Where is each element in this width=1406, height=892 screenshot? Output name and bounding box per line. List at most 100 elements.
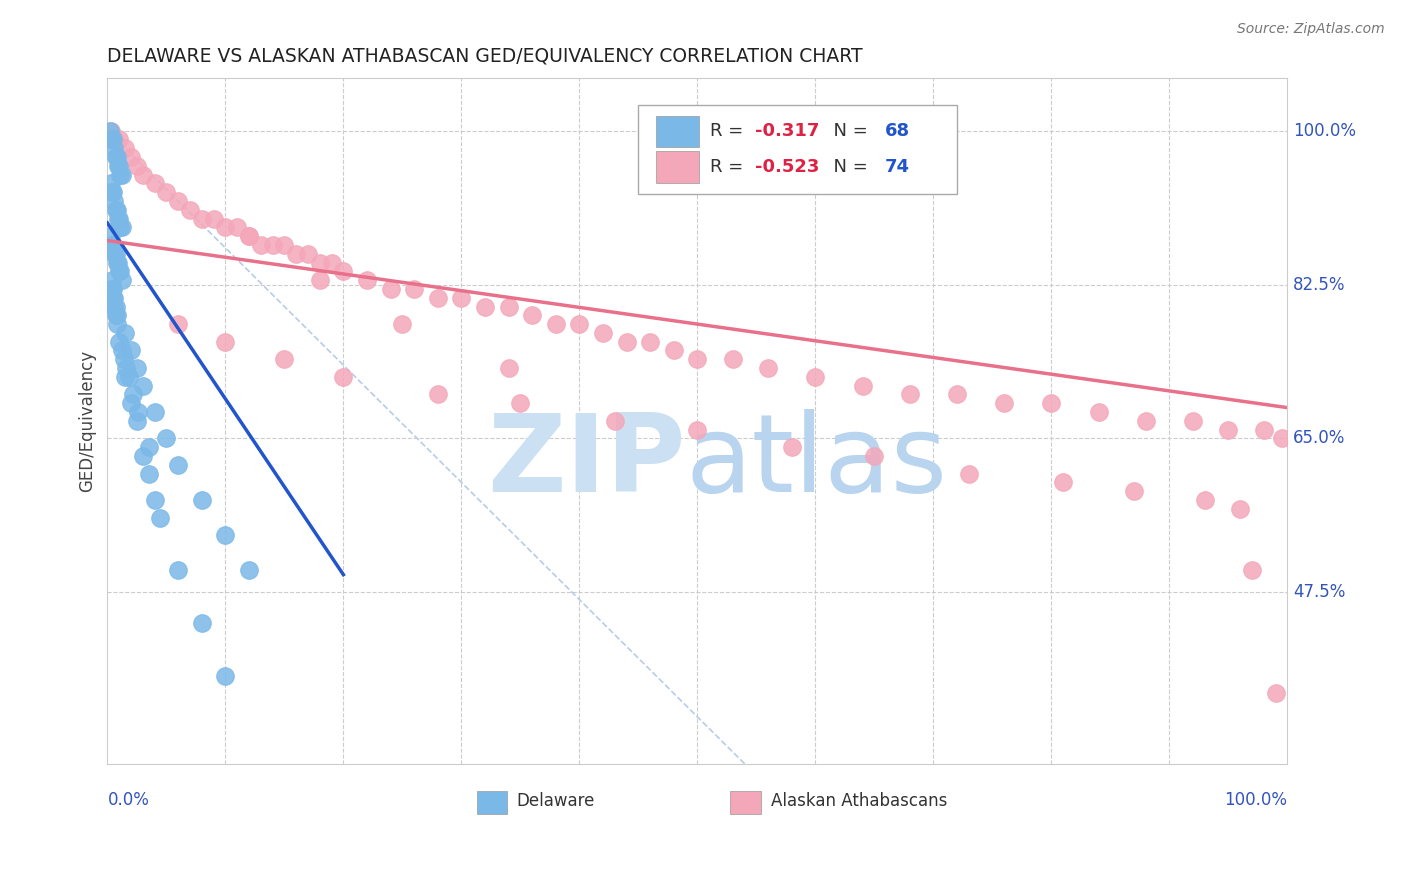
Point — [104, 308, 127, 322]
Text: ZIP: ZIP — [486, 409, 686, 515]
Point — [662, 343, 685, 358]
Point — [238, 229, 260, 244]
Point — [262, 238, 284, 252]
Point — [1264, 686, 1286, 700]
Point — [100, 132, 122, 146]
FancyBboxPatch shape — [731, 791, 761, 814]
Point — [103, 246, 125, 260]
Point — [108, 132, 131, 146]
Text: 68: 68 — [884, 122, 910, 140]
Point — [138, 440, 160, 454]
Point — [110, 264, 132, 278]
Point — [273, 352, 295, 367]
Text: 82.5%: 82.5% — [1294, 276, 1346, 293]
Point — [297, 246, 319, 260]
Point — [308, 273, 330, 287]
Point — [249, 238, 271, 252]
Text: 74: 74 — [884, 158, 910, 176]
Point — [426, 387, 449, 401]
Point — [756, 361, 779, 376]
Point — [122, 387, 145, 401]
Text: -0.317: -0.317 — [755, 122, 820, 140]
Point — [638, 334, 661, 349]
Point — [1218, 423, 1240, 437]
Point — [103, 238, 125, 252]
Point — [993, 396, 1015, 410]
Point — [238, 229, 260, 244]
Point — [1229, 501, 1251, 516]
Y-axis label: GED/Equivalency: GED/Equivalency — [79, 350, 96, 491]
Point — [1182, 414, 1205, 428]
Point — [804, 369, 827, 384]
Point — [101, 273, 124, 287]
Point — [404, 282, 426, 296]
Text: N =: N = — [823, 158, 875, 176]
Point — [115, 361, 138, 376]
Point — [132, 168, 155, 182]
Point — [104, 202, 127, 217]
Point — [100, 229, 122, 244]
Point — [898, 387, 921, 401]
Point — [167, 458, 190, 472]
Point — [120, 343, 142, 358]
Point — [686, 352, 709, 367]
Point — [332, 369, 354, 384]
Point — [356, 273, 378, 287]
Point — [1240, 563, 1263, 577]
Text: R =: R = — [710, 158, 749, 176]
Point — [167, 563, 190, 577]
Point — [104, 300, 127, 314]
Point — [103, 291, 125, 305]
Point — [114, 326, 136, 340]
Point — [273, 238, 295, 252]
Point — [155, 431, 177, 445]
Point — [426, 291, 449, 305]
Point — [1270, 431, 1292, 445]
Point — [498, 300, 520, 314]
Point — [105, 308, 128, 322]
Text: Delaware: Delaware — [517, 792, 595, 811]
Text: N =: N = — [823, 122, 875, 140]
Point — [214, 334, 236, 349]
Point — [1194, 492, 1216, 507]
Point — [107, 211, 129, 226]
Point — [103, 291, 125, 305]
Point — [105, 317, 128, 331]
Point — [474, 300, 496, 314]
Point — [1253, 423, 1275, 437]
Point — [143, 177, 166, 191]
Point — [191, 492, 214, 507]
Point — [108, 211, 131, 226]
Text: DELAWARE VS ALASKAN ATHABASCAN GED/EQUIVALENCY CORRELATION CHART: DELAWARE VS ALASKAN ATHABASCAN GED/EQUIV… — [107, 46, 863, 65]
Point — [105, 255, 128, 269]
Point — [238, 563, 260, 577]
Point — [143, 492, 166, 507]
FancyBboxPatch shape — [638, 105, 957, 194]
Point — [108, 264, 131, 278]
Point — [110, 220, 132, 235]
Point — [127, 405, 149, 419]
Point — [120, 396, 142, 410]
Point — [117, 369, 139, 384]
Point — [101, 185, 124, 199]
Text: atlas: atlas — [686, 409, 948, 515]
Point — [946, 387, 969, 401]
Point — [509, 396, 531, 410]
Point — [214, 220, 236, 235]
Text: R =: R = — [710, 122, 749, 140]
Point — [226, 220, 249, 235]
Point — [138, 467, 160, 481]
Point — [100, 123, 122, 137]
Point — [104, 150, 127, 164]
Text: 65.0%: 65.0% — [1294, 429, 1346, 448]
Point — [391, 317, 413, 331]
Text: 0.0%: 0.0% — [107, 791, 149, 809]
Point — [214, 669, 236, 683]
Point — [202, 211, 225, 226]
Point — [616, 334, 638, 349]
Point — [332, 264, 354, 278]
Point — [155, 185, 177, 199]
Point — [107, 255, 129, 269]
Point — [167, 317, 190, 331]
Point — [108, 159, 131, 173]
